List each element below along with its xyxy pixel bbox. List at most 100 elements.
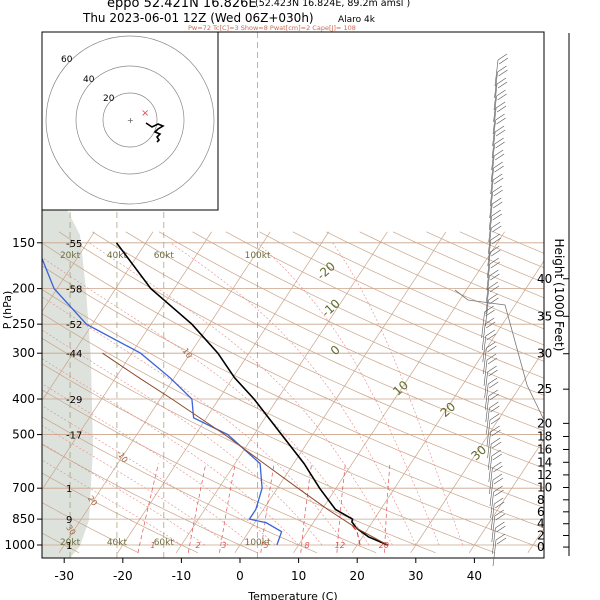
model-name: Alaro 4k <box>338 15 376 25</box>
moist-adiabat-line <box>42 256 370 546</box>
wind-barb-flag <box>493 161 503 169</box>
x-tick-label: 30 <box>408 569 423 583</box>
isotherm-label: 0 <box>328 343 343 359</box>
wind-barb <box>489 467 493 495</box>
dry-adiabat-line <box>42 502 139 554</box>
height-tick-label: 14 <box>537 455 552 469</box>
wind-barb-flag <box>495 521 505 529</box>
dry-adiabat-line <box>58 231 544 469</box>
temperature-line <box>115 242 389 546</box>
wind-barb-flag <box>494 137 504 145</box>
wind-speed-label: 20kt <box>60 251 81 261</box>
wind-barb-flag <box>491 237 501 245</box>
wind-barb-flag <box>487 365 497 373</box>
hodograph-storm-mark: × <box>141 108 149 119</box>
wind-barb <box>486 263 491 291</box>
wind-barb-flag <box>492 453 502 461</box>
isotherm-label: 20 <box>438 399 459 420</box>
wind-barb-flag <box>494 177 504 185</box>
wind-barb <box>492 527 496 555</box>
p-tick-label: 500 <box>12 428 35 442</box>
wind-barb-flag <box>491 429 501 437</box>
wind-barb <box>484 383 489 411</box>
wind-barb-flag <box>493 477 504 485</box>
wind-barb <box>482 335 487 363</box>
wind-barb-flag <box>489 257 500 265</box>
moist-adiabat-line <box>42 358 299 546</box>
p-level-temp-label: 1 <box>66 484 72 495</box>
wind-barb-flag <box>497 93 507 101</box>
wind-barb-flag <box>490 417 501 425</box>
station-detail: (52.423N 16.824E, 89.2m amsl ) <box>255 0 410 9</box>
p-tick-label: 700 <box>12 481 35 495</box>
isotherm-line <box>58 231 271 553</box>
wind-barb <box>483 359 488 387</box>
wind-barb-flag <box>497 81 508 89</box>
p-tick-label: 250 <box>12 317 35 331</box>
wind-barb-flag <box>492 197 502 205</box>
wind-barb <box>488 455 493 483</box>
x-tick-label: -20 <box>113 569 133 583</box>
mixing-ratio-line <box>187 463 207 553</box>
moist-adiabat-line <box>170 242 417 546</box>
wind-barb-flag <box>487 357 498 365</box>
mixing-ratio-line <box>384 463 391 553</box>
hodograph-ring <box>45 35 215 205</box>
dry-adiabat-line <box>192 231 544 396</box>
p-level-temp-label: -29 <box>66 395 82 406</box>
wind-barb-flag <box>488 377 498 385</box>
height-tick-label: 8 <box>537 493 545 507</box>
wind-barb-flag <box>492 225 502 233</box>
height-tick-label: 30 <box>537 347 552 361</box>
mixing-ratio-label: 20 <box>379 541 389 550</box>
p-level-temp-label: -17 <box>66 431 82 442</box>
wind-barb-flag <box>496 537 507 545</box>
wind-barb-flag <box>491 249 501 257</box>
dry-adiabat-line <box>42 363 436 554</box>
wind-barb-flag <box>492 213 502 221</box>
wind-speed-label: 60kt <box>154 251 175 261</box>
wind-barb-flag <box>496 525 506 533</box>
wind-speed-label: 40kt <box>107 251 128 261</box>
wind-barb-flag <box>495 513 505 521</box>
wind-barb <box>485 395 490 423</box>
dry-adiabat-line <box>42 472 199 554</box>
mixing-ratio-label: 8 <box>305 541 310 550</box>
wind-barb <box>490 491 494 519</box>
isotherm-line <box>42 231 212 491</box>
y-axis-title: P (hPa) <box>1 291 14 330</box>
height-tick-label: 16 <box>537 442 552 456</box>
wind-barb <box>492 539 497 567</box>
wind-barb-flag <box>491 437 501 445</box>
hodograph-ring-label: 20 <box>103 94 115 104</box>
x-axis-title: Temperature (C) <box>247 590 337 600</box>
hodograph-trace <box>145 122 165 143</box>
wind-barb-flag <box>493 201 503 209</box>
wind-barb <box>494 59 499 87</box>
wind-barb <box>494 71 498 99</box>
wind-speed-label: 100kt <box>245 538 271 548</box>
wind-barb <box>485 287 490 315</box>
height-tick-label: 12 <box>537 468 552 482</box>
wind-barb-flag <box>493 465 503 473</box>
wind-barb <box>483 347 487 375</box>
barb-guide-line <box>454 289 545 421</box>
parcel-line <box>102 352 388 546</box>
wind-barb <box>487 431 491 459</box>
wind-barb-flag <box>491 449 501 457</box>
parcel-dew-line <box>350 524 361 546</box>
wind-barb-flag <box>490 273 500 281</box>
wind-barb-flag <box>490 425 500 433</box>
moist-adiabat-line <box>42 296 346 546</box>
dry-adiabat-line <box>259 231 544 362</box>
wind-barb-flag <box>489 269 499 277</box>
isotherm-line <box>293 231 505 553</box>
wind-barb <box>492 107 497 135</box>
wind-barb <box>492 119 496 147</box>
height-tick-label: 2 <box>537 528 545 542</box>
wind-barb <box>490 503 495 531</box>
dry-adiabat-line <box>158 231 544 414</box>
height-axis-title: Height (1000 Feet) <box>552 239 566 352</box>
wind-barb-flag <box>495 113 505 121</box>
hodograph-origin-mark: + <box>127 116 134 125</box>
